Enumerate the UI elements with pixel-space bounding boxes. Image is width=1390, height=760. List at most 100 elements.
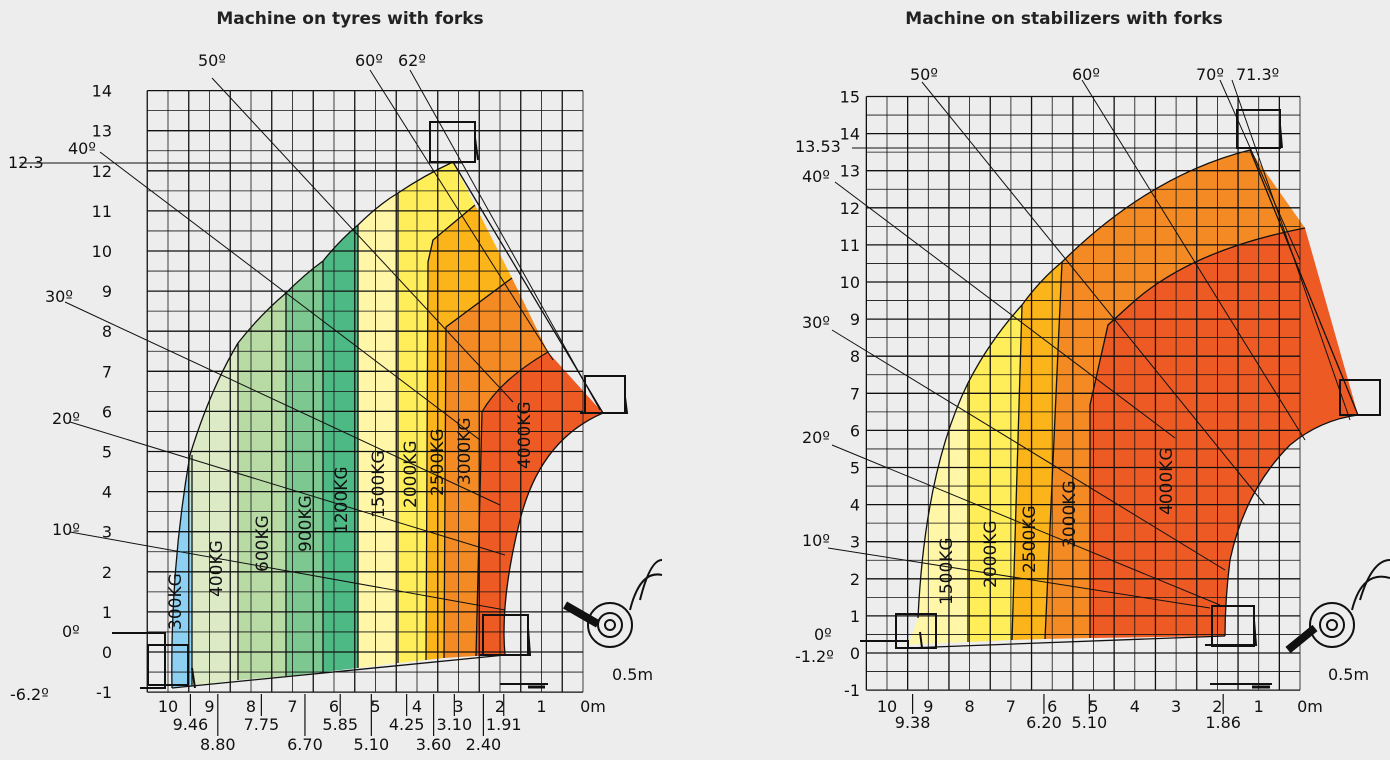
zone-1500kg xyxy=(358,193,398,668)
tyres-load-chart: Machine on tyres with forks xyxy=(8,9,663,754)
x-mark-label: 2.40 xyxy=(466,735,502,754)
right-max-height: 13.53 xyxy=(795,137,841,156)
r-angle-0: 0º xyxy=(814,625,832,644)
zone-r-4000kg xyxy=(1090,228,1358,638)
x-tick-label: 7 xyxy=(287,697,297,716)
y-tick-label: 11 xyxy=(840,236,860,255)
y-tick-label: 5 xyxy=(102,443,112,462)
x-tick-label: 3 xyxy=(1171,697,1181,716)
y-tick-label: 10 xyxy=(92,242,112,261)
x-mark-label: 3.60 xyxy=(416,735,452,754)
y-tick-label: 6 xyxy=(102,402,112,421)
r-angle-70: 70º xyxy=(1196,65,1224,84)
x-tick-label: 10 xyxy=(158,697,178,716)
r-angle-60: 60º xyxy=(1072,65,1100,84)
label-600kg: 600KG xyxy=(253,515,273,572)
x-mark-label: 7.75 xyxy=(244,715,280,734)
label-2500kg: 2500KG xyxy=(428,428,448,496)
left-x-axis: 10 9 8 7 6 5 4 3 2 1 0m 9.46 7.75 5.85 4.25 3.10 1.91 8.8… xyxy=(158,694,606,754)
angle-40: 40º xyxy=(68,139,96,158)
x-tick-label: 5 xyxy=(1088,697,1098,716)
label-r-2500kg: 2500KG xyxy=(1020,505,1040,573)
y-tick-label: 0 xyxy=(850,644,860,663)
angle-30: 30º xyxy=(45,287,73,306)
left-angle-rays xyxy=(20,69,601,611)
right-angle-rays xyxy=(827,79,1351,609)
angle-0: 0º xyxy=(62,622,80,641)
x-mark-label: 4.25 xyxy=(389,715,425,734)
y-tick-label: 4 xyxy=(850,496,860,515)
x-tick-label: 8 xyxy=(965,697,975,716)
y-tick-label: 6 xyxy=(850,421,860,440)
y-tick-label: 3 xyxy=(102,523,112,542)
zone-1200kg xyxy=(323,225,358,672)
angle-minus-6-2: -6.2º xyxy=(10,685,49,704)
left-chart-title: Machine on tyres with forks xyxy=(216,9,483,29)
x-tick-label: 0m xyxy=(580,697,606,716)
x-mark-label: 9.38 xyxy=(895,713,931,732)
label-r-4000kg: 4000KG xyxy=(1157,447,1177,515)
x-tick-label: 6 xyxy=(1047,697,1057,716)
right-x-axis: 10 9 8 7 6 5 4 3 2 1 0m 9.38 6.20 5.10 1.86 xyxy=(877,694,1323,732)
label-1200kg: 1200KG xyxy=(332,466,352,534)
x-tick-label: 9 xyxy=(923,697,933,716)
y-tick-label: 3 xyxy=(850,533,860,552)
x-mark-label: 1.86 xyxy=(1205,713,1241,732)
x-tick-label: 8 xyxy=(246,697,256,716)
zone-3000kg xyxy=(444,278,548,658)
y-tick-label: 9 xyxy=(102,282,112,301)
y-tick-label: 1 xyxy=(850,607,860,626)
label-r-3000kg: 3000KG xyxy=(1060,480,1080,548)
r-angle-40: 40º xyxy=(802,167,830,186)
label-900kg: 900KG xyxy=(296,495,316,552)
x-tick-label: 9 xyxy=(204,697,214,716)
y-tick-label: -1 xyxy=(96,683,112,702)
label-r-1500kg: 1500KG xyxy=(937,537,957,605)
left-machine-sketch xyxy=(112,121,663,689)
x-tick-label: 4 xyxy=(412,697,422,716)
right-chart-title: Machine on stabilizers with forks xyxy=(905,9,1222,29)
y-tick-label: 13 xyxy=(92,122,112,141)
y-tick-label: 5 xyxy=(850,459,860,478)
x-tick-label: 0m xyxy=(1297,697,1323,716)
y-tick-label: 2 xyxy=(850,570,860,589)
y-tick-label: 11 xyxy=(92,202,112,221)
r-angle-30: 30º xyxy=(802,313,830,332)
y-tick-label: 2 xyxy=(102,563,112,582)
x-tick-label: 5 xyxy=(370,697,380,716)
y-tick-label: -1 xyxy=(844,681,860,700)
left-angle-labels: 50º 60º 62º 40º 30º 20º 10º 0º -6.2º xyxy=(10,51,426,704)
x-mark-label: 9.46 xyxy=(173,715,209,734)
zone-600kg xyxy=(238,293,286,680)
r-angle-71-3: 71.3º xyxy=(1236,65,1279,84)
y-tick-label: 7 xyxy=(102,362,112,381)
x-tick-label: 3 xyxy=(453,697,463,716)
angle-20: 20º xyxy=(52,409,80,428)
label-1500kg: 1500KG xyxy=(369,450,389,518)
left-max-height: 12.3 xyxy=(8,153,44,172)
right-scale-bar: 0.5m xyxy=(1210,665,1369,689)
left-zone-labels: 300KG 400KG 600KG 900KG 1200KG 1500KG 20… xyxy=(166,401,535,630)
label-400kg: 400KG xyxy=(207,540,227,597)
zone-4000kg xyxy=(476,352,603,656)
label-3000kg: 3000KG xyxy=(455,417,475,485)
r-angle-50: 50º xyxy=(910,65,938,84)
zone-r-2000kg xyxy=(968,305,1022,642)
x-tick-label: 4 xyxy=(1130,697,1140,716)
x-tick-label: 6 xyxy=(329,697,339,716)
y-tick-label: 8 xyxy=(102,322,112,341)
y-tick-label: 14 xyxy=(92,82,112,101)
zone-900kg xyxy=(286,261,323,676)
angle-10: 10º xyxy=(52,520,80,539)
x-tick-label: 1 xyxy=(536,697,546,716)
zone-400kg xyxy=(190,343,238,686)
y-tick-label: 13 xyxy=(840,162,860,181)
y-tick-label: 14 xyxy=(840,125,860,144)
right-zone-labels: 1500KG 2000KG 2500KG 3000KG 4000KG xyxy=(937,447,1177,605)
right-angle-labels: 50º 60º 70º 71.3º 40º 30º 20º 10º 0º -1.… xyxy=(795,65,1279,666)
left-grid xyxy=(146,89,584,693)
zone-r-1500kg xyxy=(908,383,968,645)
y-tick-label: 12 xyxy=(92,162,112,181)
